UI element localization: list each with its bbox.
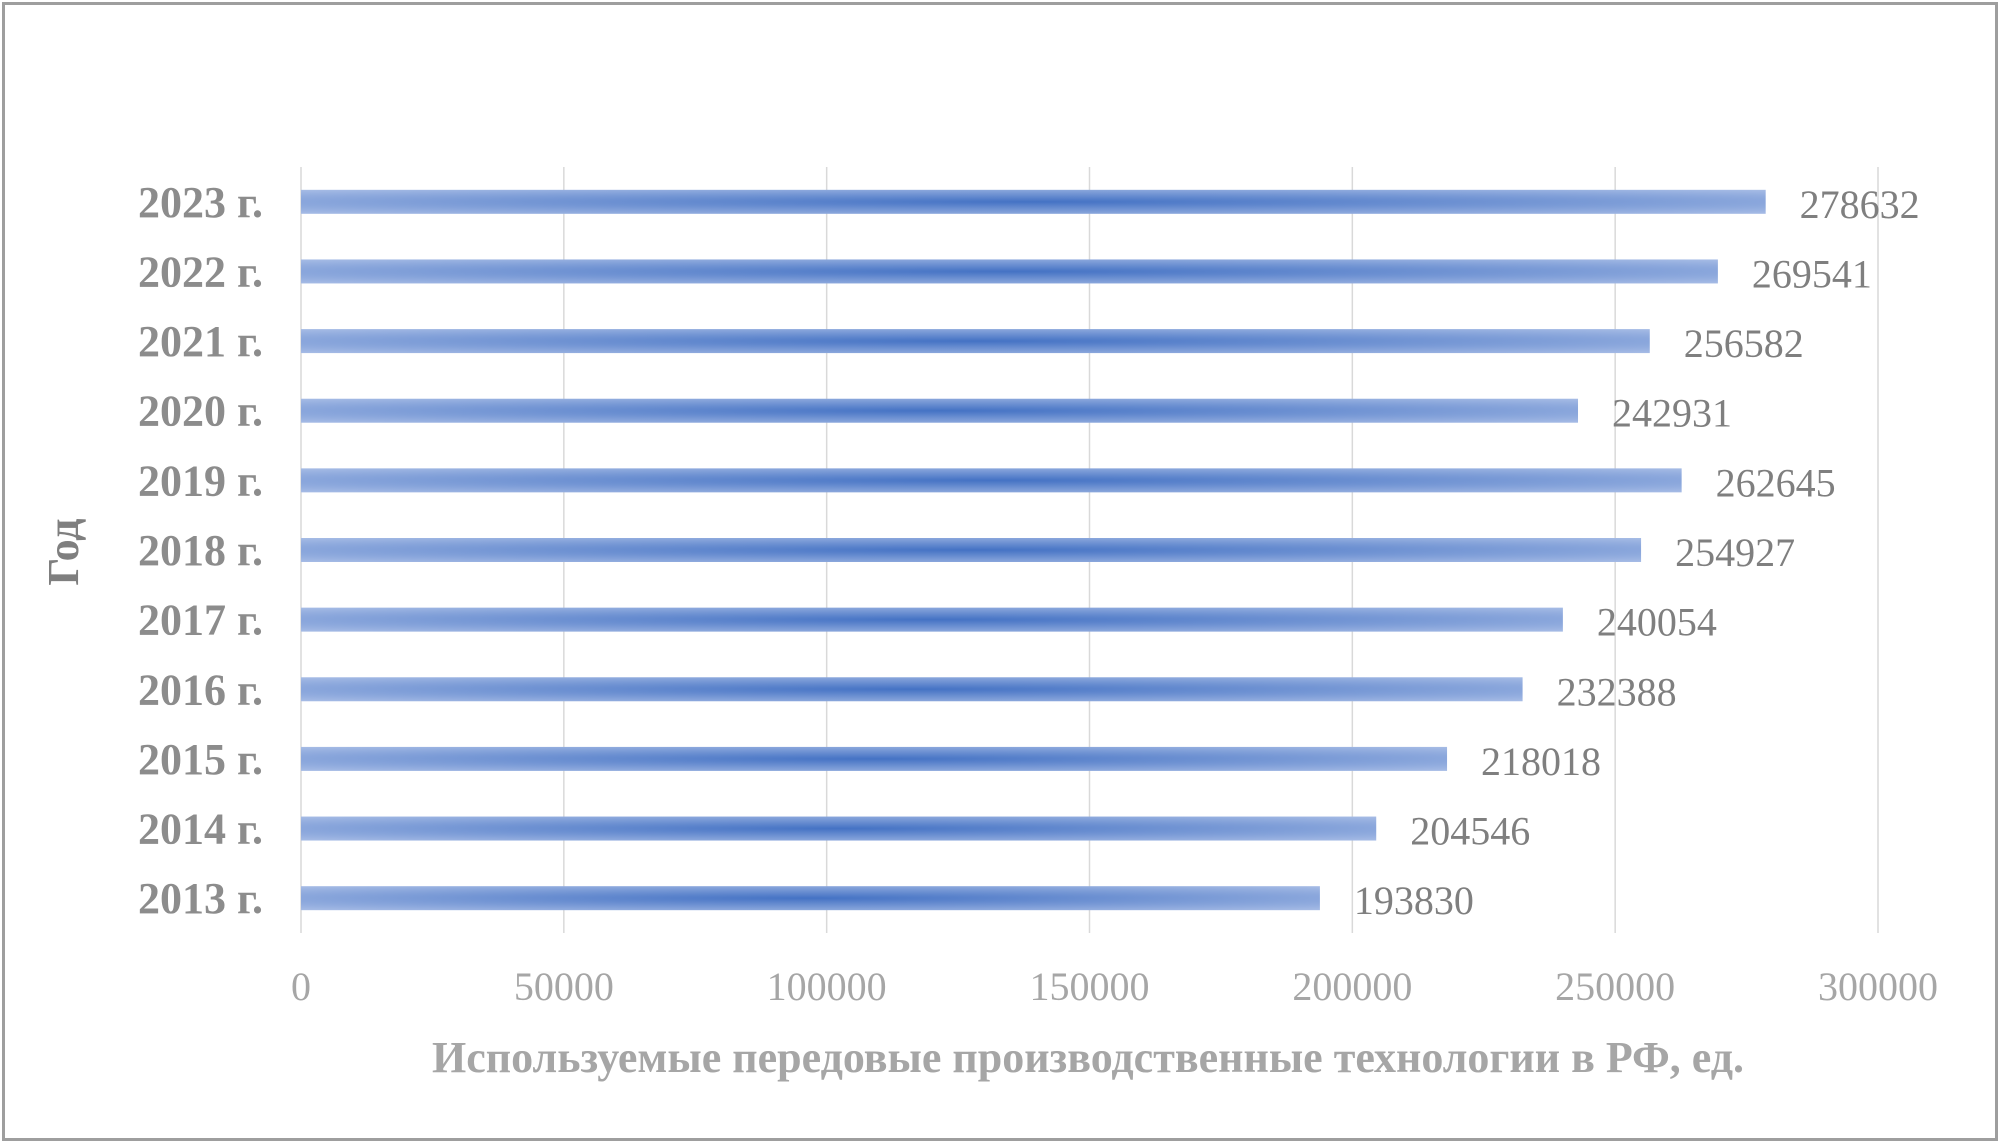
y-tick-label: 2015 г. xyxy=(138,735,263,784)
data-label: 254927 xyxy=(1675,530,1795,575)
y-tick-label: 2018 г. xyxy=(138,526,263,575)
x-tick-label: 100000 xyxy=(767,964,887,1009)
data-label: 262645 xyxy=(1716,460,1836,505)
data-label: 269541 xyxy=(1752,251,1872,296)
y-tick-label: 2023 г. xyxy=(138,178,263,227)
data-labels: 193830 204546 218018 232388 240054 254927 2626… xyxy=(1354,182,1920,923)
x-tick-label: 150000 xyxy=(1030,964,1150,1009)
y-tick-label: 2019 г. xyxy=(138,456,263,505)
bars xyxy=(301,189,1766,911)
y-tick-label: 2020 г. xyxy=(138,387,263,436)
bar xyxy=(301,398,1579,423)
bar xyxy=(301,259,1718,284)
bar xyxy=(301,607,1563,632)
bar xyxy=(301,329,1650,354)
x-tick-label: 250000 xyxy=(1555,964,1675,1009)
x-tick-label: 300000 xyxy=(1818,964,1938,1009)
data-label: 204546 xyxy=(1410,809,1530,854)
bar xyxy=(301,468,1682,493)
data-label: 278632 xyxy=(1800,182,1920,227)
bar xyxy=(301,538,1642,562)
x-tick-label: 200000 xyxy=(1292,964,1412,1009)
data-label: 242931 xyxy=(1612,391,1732,436)
y-tick-label: 2017 г. xyxy=(138,596,263,645)
bar xyxy=(301,677,1523,702)
y-tick-label: 2021 г. xyxy=(138,317,263,366)
y-axis-title: Год xyxy=(39,518,88,585)
bar xyxy=(301,816,1377,841)
x-tick-label: 50000 xyxy=(514,964,614,1009)
bar xyxy=(301,886,1320,911)
data-label: 256582 xyxy=(1684,321,1804,366)
data-label: 232388 xyxy=(1557,669,1677,714)
y-tick-label: 2014 г. xyxy=(138,805,263,854)
bar xyxy=(301,746,1448,771)
y-tick-label: 2016 г. xyxy=(138,665,263,714)
data-label: 240054 xyxy=(1597,600,1717,645)
x-tick-label: 0 xyxy=(291,964,311,1009)
x-axis-title: Используемые передовые производственные … xyxy=(432,1033,1744,1082)
y-tick-label: 2022 г. xyxy=(138,247,263,296)
data-label: 193830 xyxy=(1354,878,1474,923)
bar xyxy=(301,189,1766,214)
y-tick-label: 2013 г. xyxy=(138,874,263,923)
x-tick-labels: 0 50000 100000 150000 200000 250000 300000 xyxy=(291,964,1938,1009)
data-label: 218018 xyxy=(1481,739,1601,784)
y-tick-labels: 2013 г. 2014 г. 2015 г. 2016 г. 2017 г. 2018 … xyxy=(138,178,263,923)
